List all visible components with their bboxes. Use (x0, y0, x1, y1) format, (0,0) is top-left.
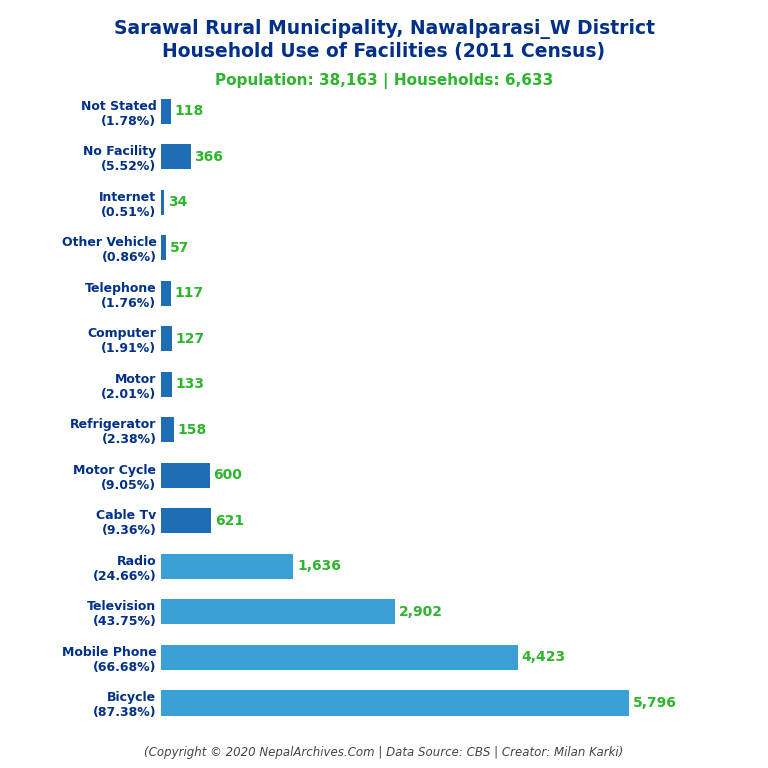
Text: 117: 117 (174, 286, 204, 300)
Text: 34: 34 (167, 195, 187, 209)
Bar (161, 372, 172, 397)
Bar (161, 326, 171, 351)
Bar (161, 235, 166, 260)
Text: 158: 158 (177, 423, 207, 437)
Bar (161, 190, 164, 215)
Text: 4,423: 4,423 (521, 650, 566, 664)
Text: 366: 366 (194, 150, 223, 164)
Bar (161, 144, 190, 169)
Bar (161, 508, 211, 534)
Bar (161, 463, 210, 488)
Text: 57: 57 (170, 240, 189, 255)
Text: 118: 118 (174, 104, 204, 118)
Text: 2,902: 2,902 (399, 605, 443, 619)
Bar (161, 98, 170, 124)
Text: 621: 621 (215, 514, 244, 528)
Text: Population: 38,163 | Households: 6,633: Population: 38,163 | Households: 6,633 (215, 73, 553, 89)
Text: Household Use of Facilities (2011 Census): Household Use of Facilities (2011 Census… (163, 42, 605, 61)
Bar (161, 690, 629, 716)
Text: 600: 600 (214, 468, 242, 482)
Text: 1,636: 1,636 (297, 559, 341, 574)
Text: (Copyright © 2020 NepalArchives.Com | Data Source: CBS | Creator: Milan Karki): (Copyright © 2020 NepalArchives.Com | Da… (144, 746, 624, 759)
Bar (161, 417, 174, 442)
Text: Sarawal Rural Municipality, Nawalparasi_W District: Sarawal Rural Municipality, Nawalparasi_… (114, 19, 654, 39)
Text: 127: 127 (175, 332, 204, 346)
Bar (161, 554, 293, 579)
Text: 5,796: 5,796 (633, 696, 677, 710)
Bar (161, 599, 396, 624)
Text: 133: 133 (176, 377, 205, 391)
Bar (161, 645, 518, 670)
Bar (161, 280, 170, 306)
